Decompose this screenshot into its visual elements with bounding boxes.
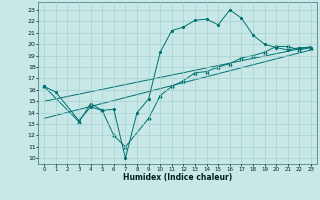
- X-axis label: Humidex (Indice chaleur): Humidex (Indice chaleur): [123, 173, 232, 182]
